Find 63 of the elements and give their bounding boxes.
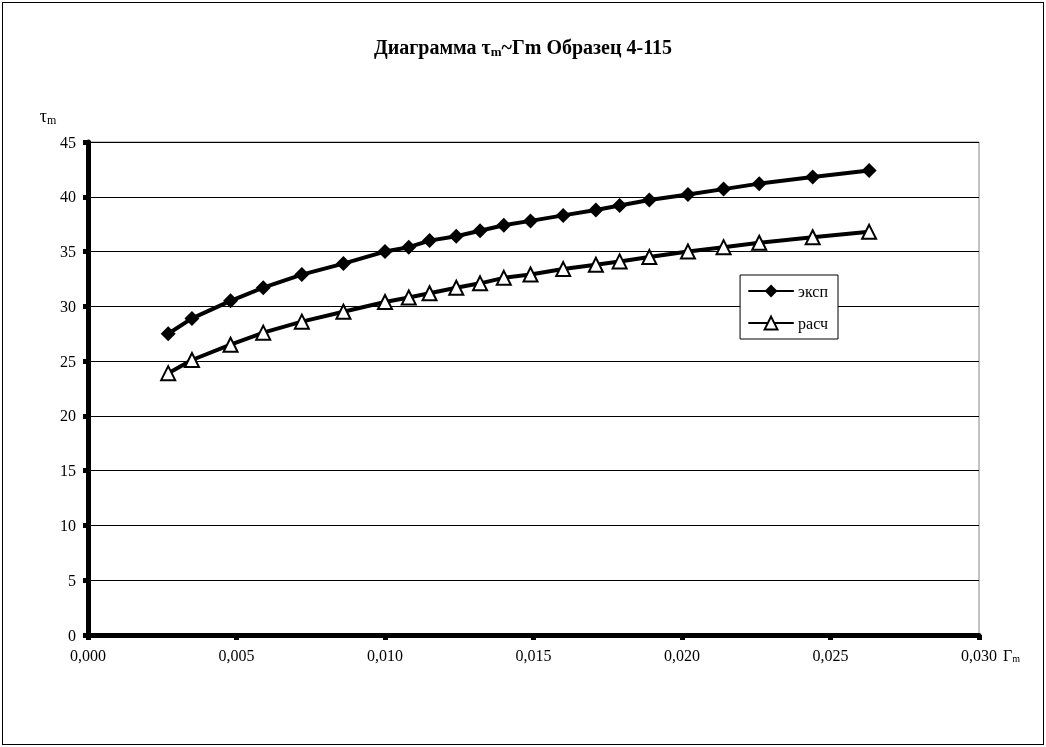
point (523, 213, 539, 229)
point (222, 336, 239, 353)
point (861, 223, 878, 240)
point (751, 234, 768, 251)
point (680, 187, 696, 203)
point (715, 239, 732, 256)
x-tick-label: 0,000 (70, 646, 106, 664)
point (472, 275, 489, 292)
point (522, 266, 539, 283)
point (641, 192, 657, 208)
x-tick-label: 0,030 (961, 646, 997, 664)
y-tick-label: 20 (60, 407, 76, 425)
y-tick-label: 45 (60, 133, 76, 151)
y-tick-label: 25 (60, 352, 76, 370)
point (255, 324, 272, 341)
legend-label: эксп (798, 282, 829, 300)
point (588, 202, 604, 218)
point (400, 289, 417, 306)
point (183, 352, 200, 369)
point (401, 239, 417, 255)
point (223, 293, 239, 309)
point (294, 267, 310, 283)
point (184, 310, 200, 326)
x-tick-label: 0,020 (664, 646, 700, 664)
point (422, 233, 438, 249)
point (160, 326, 176, 342)
x-tick-label: 0,005 (218, 646, 255, 664)
point (335, 303, 352, 320)
y-tick-label: 10 (60, 516, 76, 534)
point (587, 256, 604, 273)
point (160, 365, 177, 382)
point (495, 269, 512, 286)
point (679, 243, 696, 260)
y-tick-label: 30 (60, 297, 76, 315)
point (255, 280, 271, 296)
point (611, 253, 628, 270)
point (448, 279, 465, 296)
point (641, 249, 658, 266)
x-tick-label: 0,015 (515, 646, 552, 664)
y-tick-label: 5 (68, 571, 76, 589)
x-tick-label: 0,010 (367, 646, 403, 664)
y-tick-label: 0 (68, 626, 76, 644)
y-tick-label: 40 (60, 188, 76, 206)
point (861, 162, 877, 178)
point (377, 244, 393, 260)
point (293, 313, 310, 330)
point (612, 198, 628, 214)
x-tick-label: 0,025 (812, 646, 849, 664)
point (421, 285, 438, 302)
point (751, 176, 767, 192)
y-tick-label: 35 (60, 243, 76, 261)
point (496, 217, 512, 233)
point (804, 229, 821, 246)
point (716, 181, 732, 197)
point (377, 293, 393, 310)
point (448, 228, 464, 244)
legend-label: расч (798, 314, 829, 333)
y-tick-label: 15 (60, 462, 76, 480)
point (555, 207, 571, 223)
point (472, 223, 488, 239)
point (555, 261, 572, 278)
point (335, 256, 351, 272)
point (805, 169, 821, 185)
